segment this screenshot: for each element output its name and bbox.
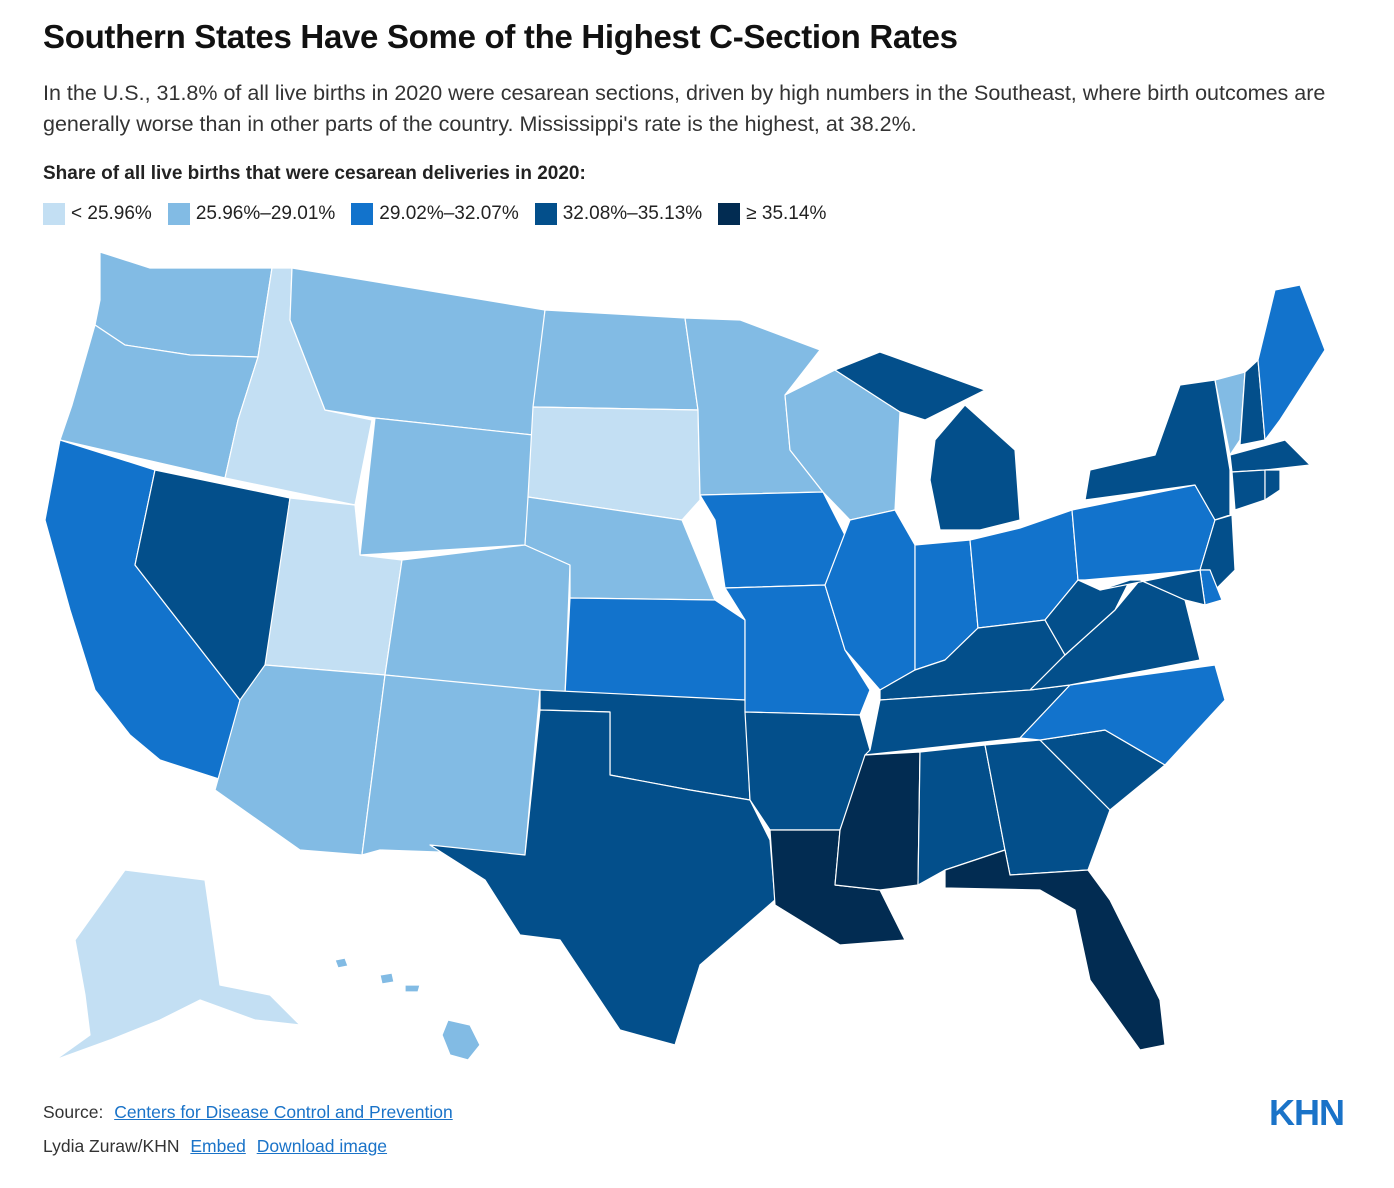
legend-title: Share of all live births that were cesar… [43, 163, 586, 184]
footer-source: Source: Centers for Disease Control and … [43, 1102, 453, 1123]
source-link[interactable]: Centers for Disease Control and Preventi… [114, 1102, 453, 1122]
legend-label-2: 29.02%–32.07% [379, 203, 519, 224]
legend: < 25.96% 25.96%–29.01% 29.02%–32.07% 32.… [43, 203, 842, 225]
state-KS[interactable] [564, 597, 746, 701]
legend-label-0: < 25.96% [71, 203, 152, 224]
state-CO[interactable] [384, 544, 571, 696]
state-HI[interactable] [334, 957, 481, 1061]
legend-label-4: ≥ 35.14% [746, 203, 827, 224]
state-MT[interactable] [289, 267, 546, 436]
state-WY[interactable] [359, 417, 534, 556]
state-NC[interactable] [1019, 664, 1226, 766]
legend-item-2: 29.02%–32.07% [351, 203, 519, 225]
legend-label-1: 25.96%–29.01% [195, 203, 336, 224]
legend-swatch-2 [351, 203, 374, 225]
state-CT[interactable] [1231, 469, 1266, 511]
state-FL[interactable] [944, 849, 1166, 1051]
download-image-link[interactable]: Download image [256, 1136, 388, 1156]
state-WA[interactable] [94, 251, 273, 358]
legend-item-1: 25.96%–29.01% [167, 203, 336, 225]
source-prefix: Source: [43, 1102, 104, 1122]
legend-swatch-1 [167, 203, 190, 225]
state-RI[interactable] [1264, 469, 1281, 501]
legend-label-3: 32.08%–35.13% [562, 203, 703, 224]
chart-title: Southern States Have Some of the Highest… [43, 18, 958, 55]
state-NM[interactable] [361, 674, 541, 856]
chart-subtitle: In the U.S., 31.8% of all live births in… [43, 81, 1326, 136]
state-ME[interactable] [1257, 284, 1326, 441]
legend-swatch-0 [43, 203, 65, 225]
legend-swatch-4 [718, 203, 741, 225]
embed-link[interactable]: Embed [190, 1136, 246, 1156]
legend-item-0: < 25.96% [43, 203, 152, 225]
state-NY[interactable] [1084, 379, 1231, 521]
state-TX[interactable] [429, 709, 776, 1046]
state-AK[interactable] [54, 869, 301, 1061]
us-choropleth-map [44, 251, 1326, 1061]
khn-logo: KHN [1269, 1092, 1345, 1133]
state-MI[interactable] [834, 351, 1021, 531]
legend-item-3: 32.08%–35.13% [534, 203, 703, 225]
state-IA[interactable] [699, 491, 851, 589]
footer-credit: Lydia Zuraw/KHN Embed Download image [43, 1136, 387, 1157]
state-MD[interactable] [1099, 569, 1206, 606]
legend-item-4: ≥ 35.14% [718, 203, 826, 225]
credit-text: Lydia Zuraw/KHN [43, 1136, 180, 1156]
state-SD[interactable] [527, 406, 701, 521]
state-MA[interactable] [1229, 439, 1311, 473]
legend-swatch-3 [534, 203, 557, 225]
state-ND[interactable] [532, 309, 699, 411]
